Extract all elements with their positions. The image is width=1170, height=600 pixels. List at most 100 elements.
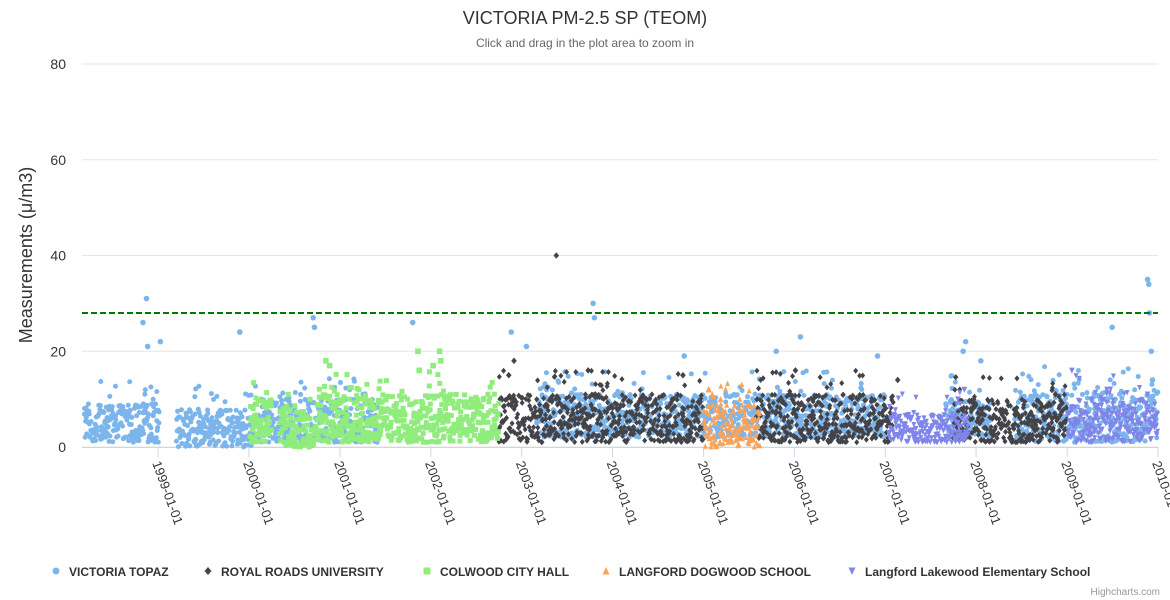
legend-item-0[interactable]: VICTORIA TOPAZ bbox=[52, 565, 169, 579]
data-point bbox=[358, 417, 364, 423]
data-point bbox=[1110, 397, 1116, 404]
data-point bbox=[1106, 407, 1112, 413]
data-point bbox=[809, 426, 815, 433]
series-4[interactable] bbox=[886, 367, 1161, 446]
data-point bbox=[464, 432, 470, 438]
data-point bbox=[525, 436, 531, 443]
data-point bbox=[965, 431, 971, 438]
data-point bbox=[995, 400, 1001, 407]
data-point bbox=[148, 425, 154, 431]
data-point bbox=[496, 400, 502, 406]
data-point bbox=[280, 390, 286, 396]
data-point bbox=[1124, 420, 1130, 426]
data-point bbox=[305, 422, 311, 428]
data-point bbox=[588, 367, 594, 374]
data-point bbox=[447, 397, 453, 403]
legend-item-4[interactable]: Langford Lakewood Elementary School bbox=[848, 565, 1091, 579]
data-point bbox=[789, 418, 795, 425]
data-point bbox=[344, 414, 350, 420]
data-point bbox=[910, 427, 916, 433]
series-1[interactable] bbox=[496, 252, 1070, 446]
series-2[interactable] bbox=[247, 348, 502, 450]
data-point bbox=[253, 412, 259, 418]
data-point bbox=[240, 420, 246, 426]
data-point bbox=[233, 407, 239, 413]
data-point-peak bbox=[323, 358, 329, 364]
legend-label[interactable]: VICTORIA TOPAZ bbox=[69, 565, 169, 579]
data-point bbox=[547, 414, 553, 421]
data-point bbox=[773, 369, 779, 376]
data-point bbox=[667, 428, 673, 435]
data-point bbox=[141, 431, 147, 437]
data-point bbox=[640, 422, 646, 429]
legend[interactable]: VICTORIA TOPAZ ROYAL ROADS UNIVERSITY COLW… bbox=[52, 565, 1091, 579]
data-point bbox=[816, 392, 822, 399]
data-point bbox=[1021, 431, 1027, 438]
data-point bbox=[758, 377, 764, 384]
data-point bbox=[407, 401, 413, 407]
data-point bbox=[318, 428, 324, 434]
data-point bbox=[751, 437, 757, 443]
data-point bbox=[296, 417, 302, 423]
data-point bbox=[651, 437, 657, 444]
data-point bbox=[369, 402, 375, 408]
data-point bbox=[1073, 373, 1079, 379]
data-point bbox=[347, 437, 353, 443]
data-point bbox=[485, 419, 491, 425]
data-point bbox=[83, 415, 89, 421]
data-point-peak bbox=[874, 353, 881, 359]
data-point bbox=[1125, 366, 1131, 372]
legend-marker bbox=[602, 567, 610, 575]
data-point bbox=[873, 415, 879, 422]
data-point bbox=[741, 431, 747, 437]
data-point bbox=[486, 399, 492, 405]
data-point bbox=[813, 402, 819, 409]
data-point bbox=[1076, 430, 1082, 437]
credits-link[interactable]: Highcharts.com bbox=[1091, 587, 1160, 598]
data-point bbox=[1133, 411, 1139, 417]
legend-item-3[interactable]: LANGFORD DOGWOOD SCHOOL bbox=[602, 565, 812, 579]
legend-item-2[interactable]: COLWOOD CITY HALL bbox=[423, 565, 570, 579]
data-point bbox=[1127, 438, 1133, 445]
legend-label[interactable]: ROYAL ROADS UNIVERSITY bbox=[221, 565, 384, 579]
data-point bbox=[851, 431, 857, 438]
data-point bbox=[265, 415, 271, 421]
data-point bbox=[817, 374, 823, 381]
data-point bbox=[409, 430, 415, 436]
data-point bbox=[589, 381, 595, 387]
data-point bbox=[552, 425, 558, 432]
legend-label[interactable]: COLWOOD CITY HALL bbox=[440, 565, 569, 579]
data-point bbox=[1132, 406, 1138, 413]
data-point bbox=[878, 432, 884, 439]
data-point bbox=[474, 397, 480, 403]
legend-label[interactable]: LANGFORD DOGWOOD SCHOOL bbox=[619, 565, 811, 579]
data-point bbox=[565, 406, 571, 413]
data-point bbox=[390, 409, 396, 415]
data-point bbox=[556, 379, 562, 385]
legend-item-1[interactable]: ROYAL ROADS UNIVERSITY bbox=[204, 565, 384, 579]
data-point bbox=[747, 428, 753, 434]
data-point bbox=[454, 428, 460, 434]
data-point bbox=[341, 394, 347, 400]
data-point bbox=[427, 401, 433, 407]
data-point bbox=[751, 402, 757, 408]
legend-label[interactable]: Langford Lakewood Elementary School bbox=[865, 565, 1090, 579]
data-point bbox=[943, 408, 949, 414]
data-point bbox=[497, 423, 503, 430]
data-point bbox=[612, 425, 618, 432]
series-3[interactable] bbox=[701, 380, 763, 450]
data-point bbox=[777, 370, 783, 377]
data-point bbox=[359, 396, 365, 402]
data-point bbox=[838, 400, 844, 407]
data-points[interactable] bbox=[81, 252, 1161, 450]
data-point bbox=[819, 402, 825, 409]
data-point bbox=[939, 415, 945, 421]
data-point bbox=[608, 436, 614, 443]
data-point bbox=[1039, 408, 1045, 415]
y-tick-label: 20 bbox=[50, 343, 66, 359]
data-point bbox=[472, 432, 478, 438]
data-point bbox=[600, 387, 606, 394]
data-point bbox=[823, 392, 829, 399]
data-point bbox=[603, 438, 609, 445]
